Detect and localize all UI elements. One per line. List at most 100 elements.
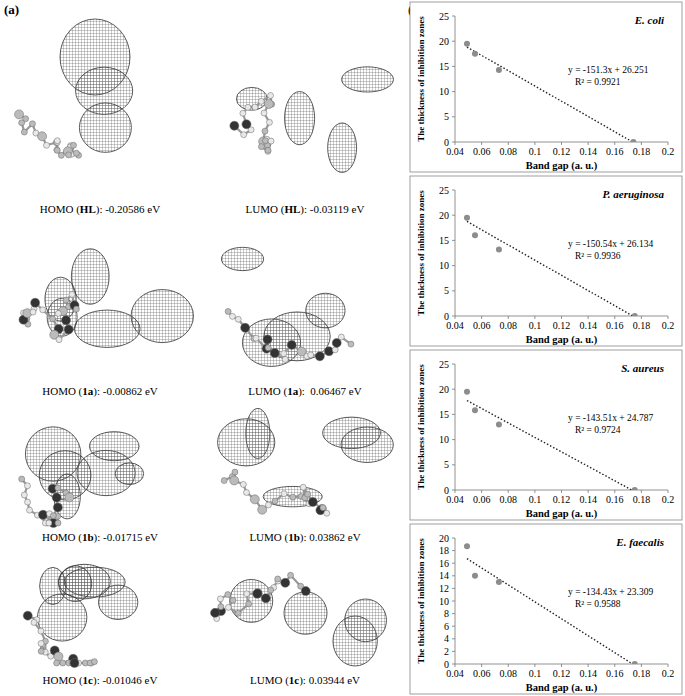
orbital-lobe (115, 463, 143, 485)
chart-frame (410, 176, 682, 346)
atom (263, 335, 272, 344)
x-tick (481, 664, 482, 667)
atom (315, 352, 324, 361)
atom (270, 349, 279, 358)
orbital-caption: HOMO (1a): -0.00862 eV (42, 385, 158, 398)
y-axis (455, 190, 456, 316)
y-tick (452, 116, 455, 117)
orbital-sketch (218, 408, 394, 516)
caption-part: ): 0.03862 eV (300, 531, 361, 544)
atom (24, 483, 30, 489)
y-tick-label: 5 (444, 111, 449, 122)
atom (230, 121, 239, 130)
atom (281, 491, 287, 497)
atom (258, 98, 264, 104)
atom (242, 120, 251, 129)
x-tick-label: 0.2 (662, 320, 675, 331)
atom (62, 316, 71, 325)
y-tick-label: 10 (439, 434, 449, 445)
plot-area (464, 389, 638, 490)
x-tick (668, 664, 669, 667)
data-point (464, 215, 470, 221)
data-point (472, 407, 478, 413)
orbital-caption: LUMO (HL): -0.03119 eV (246, 203, 365, 216)
data-point (496, 579, 502, 585)
orbital-lobe (328, 123, 357, 172)
orbital-lobe (218, 419, 275, 466)
x-tick (508, 490, 509, 493)
y-tick-label: 6 (444, 621, 449, 632)
atom (217, 596, 223, 602)
orbital-lobe (37, 594, 86, 641)
x-tick (614, 316, 615, 319)
orbital-lobe (342, 67, 394, 92)
atom (258, 505, 267, 514)
atom (91, 659, 97, 665)
compound-label: 1a (287, 385, 299, 397)
caption-part: HOMO ( (43, 674, 83, 687)
y-tick-label: 25 (439, 359, 449, 370)
y-tick-label: 15 (439, 61, 449, 72)
atom (261, 594, 270, 603)
atom (301, 587, 310, 596)
x-axis-label: Band gap (a. u.) (526, 508, 598, 520)
y-axis (455, 16, 456, 142)
orbital-lobe (71, 249, 109, 304)
y-tick-label: 16 (439, 558, 449, 569)
y-tick (452, 240, 455, 241)
atom (31, 298, 40, 307)
orbital-caption: LUMO (1c): 0.03944 eV (250, 674, 360, 687)
x-tick-label: 0.18 (633, 668, 651, 679)
x-tick (561, 316, 562, 319)
atom (305, 491, 311, 497)
y-tick (452, 66, 455, 67)
atom (211, 608, 220, 617)
x-tick (508, 664, 509, 667)
atom (38, 640, 44, 646)
atom (225, 592, 231, 598)
x-tick-label: 0.14 (579, 320, 597, 331)
atom (225, 308, 231, 314)
atom (258, 144, 264, 150)
atom (56, 337, 62, 343)
atom (230, 597, 236, 603)
orbital-sketch (19, 427, 144, 528)
x-tick-label: 0.04 (446, 494, 464, 505)
atom (287, 340, 296, 349)
caption-part: HOMO ( (42, 385, 82, 398)
x-tick (588, 142, 589, 145)
orbital-lobe (345, 599, 387, 642)
atom (31, 619, 37, 625)
caption-part: LUMO ( (248, 385, 287, 398)
atom (253, 589, 262, 598)
atom (66, 152, 72, 158)
atom (73, 306, 79, 312)
y-tick (452, 190, 455, 191)
x-tick (668, 142, 669, 145)
x-axis-label: Band gap (a. u.) (526, 160, 598, 172)
atom (71, 142, 77, 148)
trendline-r2: R² = 0.9936 (575, 251, 621, 261)
atom (55, 485, 61, 491)
y-tick-label: 15 (439, 409, 449, 420)
atom (21, 129, 27, 135)
x-tick-label: 0.12 (553, 320, 571, 331)
y-tick (452, 550, 455, 551)
atom (52, 493, 61, 502)
x-tick (508, 142, 509, 145)
orbital-lobe (236, 87, 267, 110)
trendline-equation: y = -150.54x + 26.134 (568, 239, 653, 249)
atom (282, 356, 288, 362)
atom (338, 334, 344, 340)
trendline-r2: R² = 0.9724 (575, 425, 621, 435)
panel-label: (a) (4, 2, 19, 17)
x-tick (455, 490, 456, 493)
y-tick-label: 20 (439, 36, 449, 47)
caption-part: HOMO ( (42, 531, 82, 544)
atom (25, 499, 31, 505)
orbital-lobe (74, 310, 140, 347)
plot-area (464, 41, 636, 142)
data-point (496, 67, 502, 73)
atom (54, 147, 60, 153)
atom (325, 347, 334, 356)
